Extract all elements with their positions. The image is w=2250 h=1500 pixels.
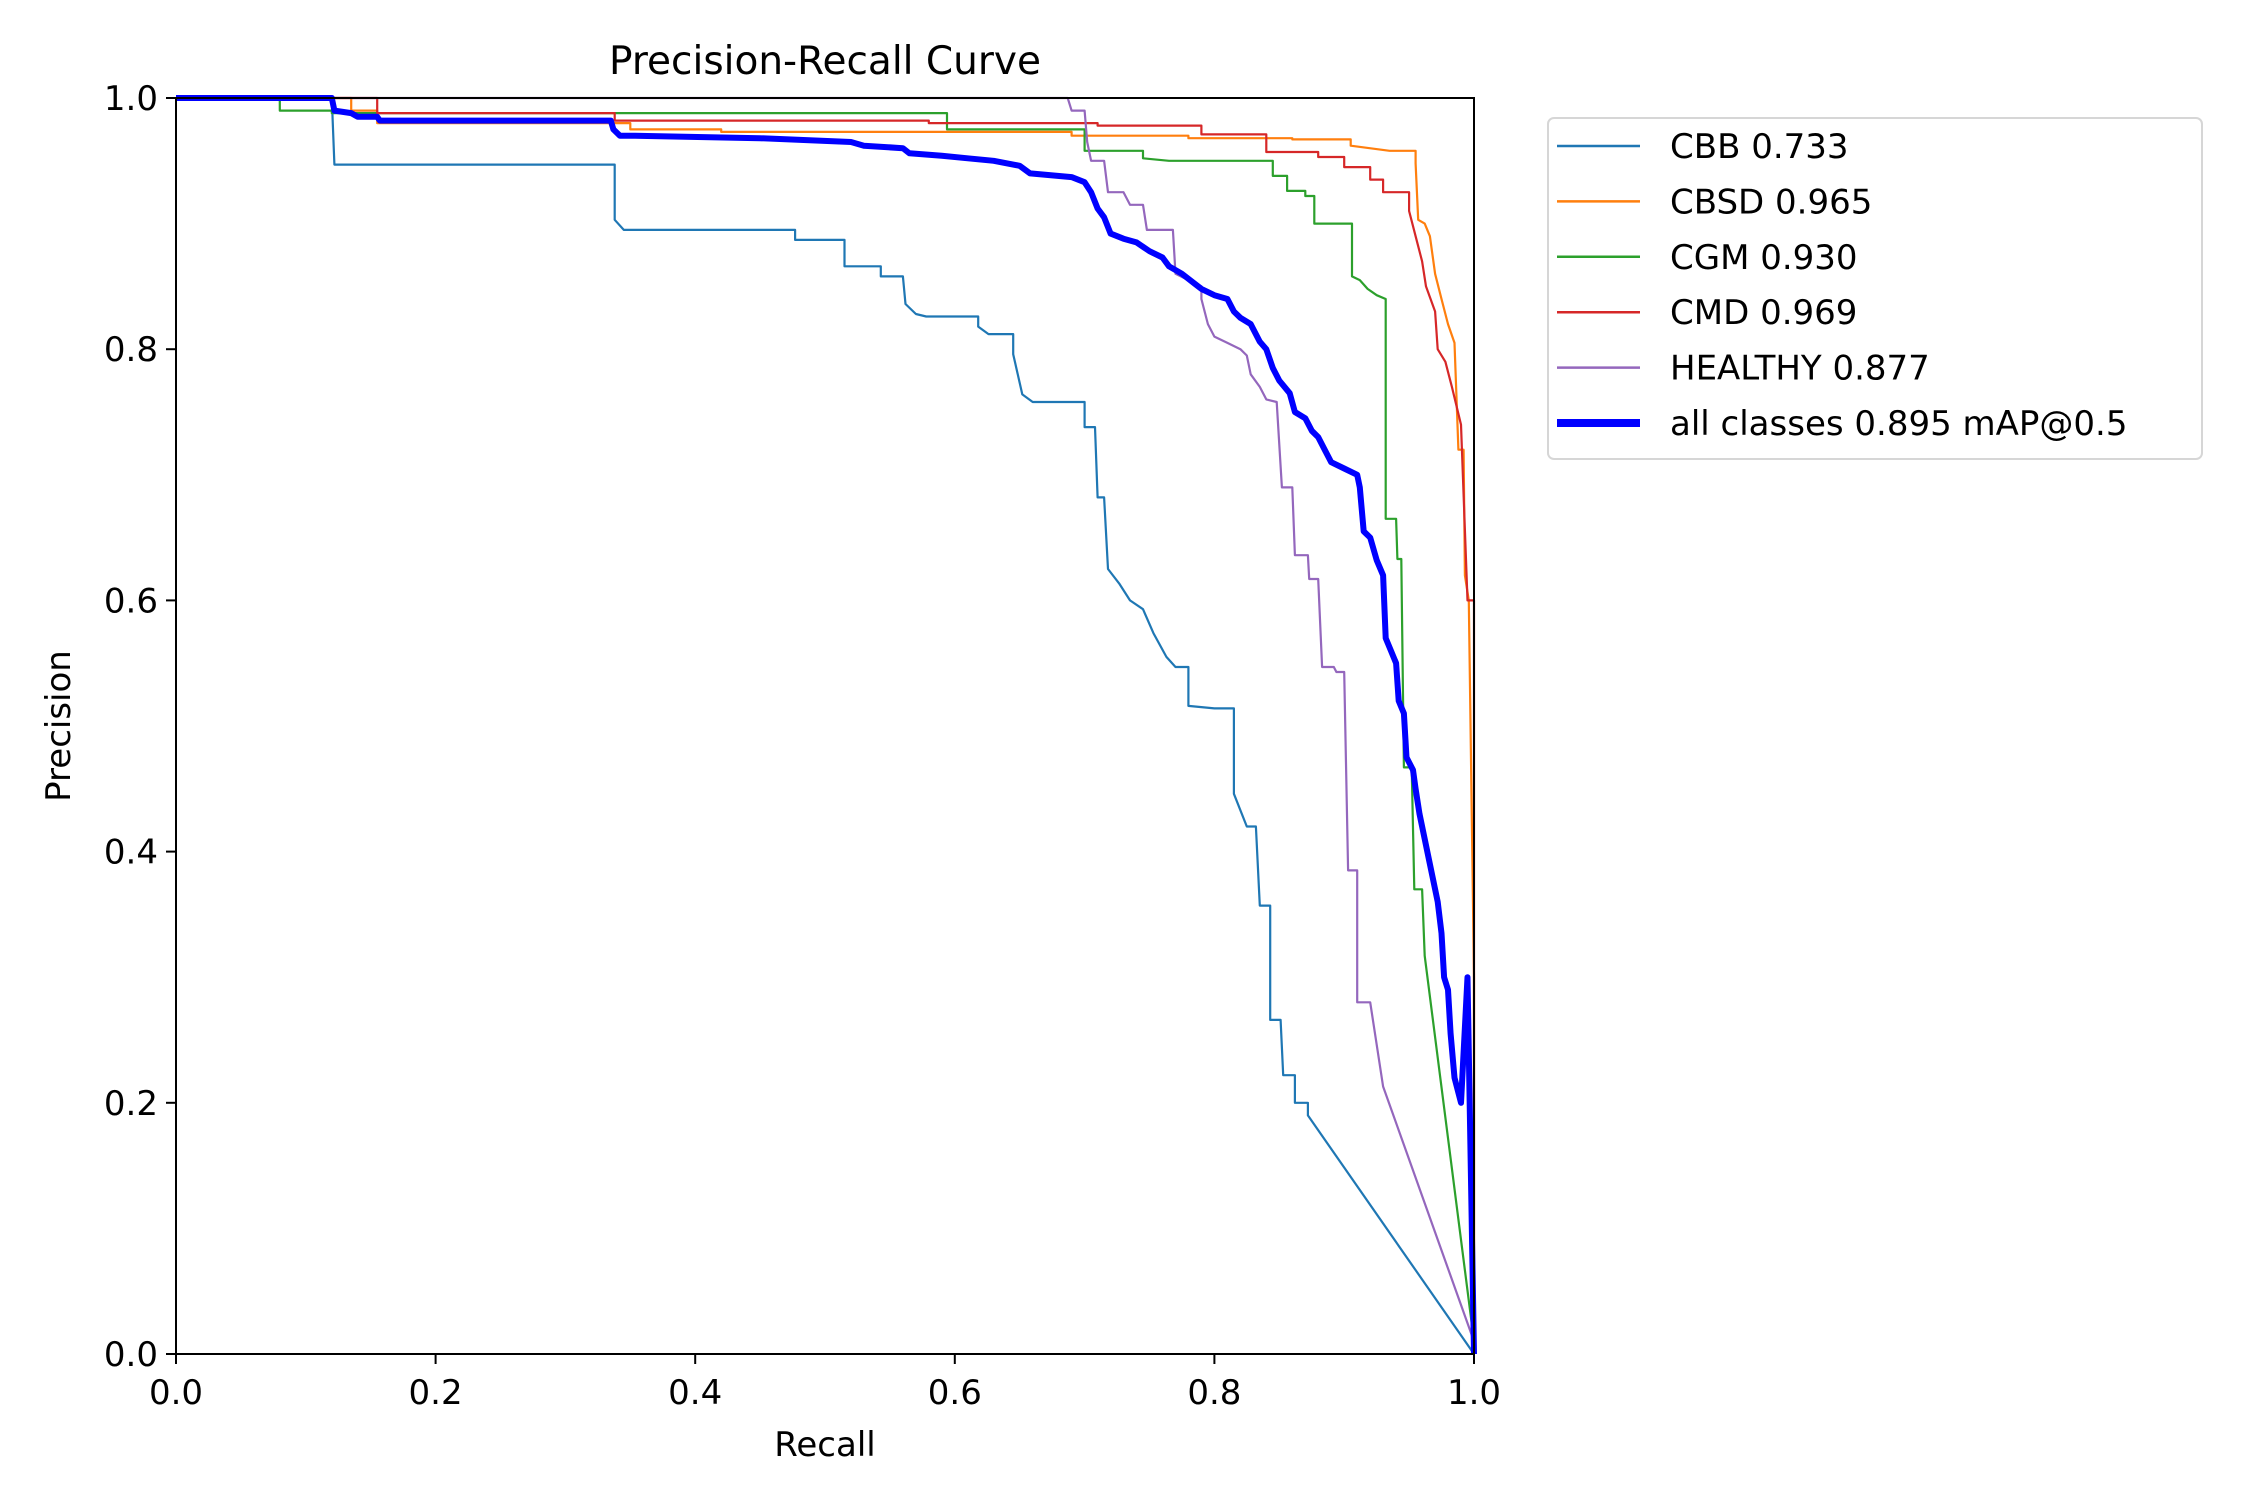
series-line-all-classes (176, 95, 1477, 1355)
legend-box (1547, 117, 2203, 460)
y-tick-label: 1.0 (104, 79, 158, 119)
legend-label: CGM 0.930 (1670, 238, 1858, 278)
legend-label: CMD 0.969 (1670, 293, 1857, 333)
y-axis-label: Precision (39, 650, 79, 802)
y-tick-label: 0.4 (104, 833, 158, 873)
x-tick-label: 0.6 (928, 1373, 982, 1413)
x-axis: 0.0 0.2 0.4 0.6 0.8 1.0 (149, 1354, 1501, 1413)
y-tick-label: 0.6 (104, 581, 158, 621)
series-line-cbsd (176, 96, 1476, 1354)
series-line-cbb (176, 96, 1475, 1355)
x-tick-label: 0.2 (409, 1373, 463, 1413)
x-tick-label: 0.8 (1187, 1373, 1241, 1413)
x-tick-label: 0.4 (668, 1373, 722, 1413)
x-axis-label: Recall (774, 1425, 875, 1465)
y-tick-label: 0.2 (104, 1084, 158, 1124)
series-line-cmd (176, 96, 1476, 1354)
chart-title: Precision-Recall Curve (609, 39, 1041, 84)
series-line-healthy (176, 96, 1476, 1342)
legend-label: all classes 0.895 mAP@0.5 (1670, 404, 2127, 444)
x-tick-label: 1.0 (1447, 1373, 1501, 1413)
y-tick-label: 0.0 (104, 1335, 158, 1375)
series-line-cgm (176, 96, 1476, 1342)
legend-label: CBB 0.733 (1670, 127, 1849, 167)
axes-frame (175, 97, 1475, 1355)
y-axis: 0.0 0.2 0.4 0.6 0.8 1.0 (104, 79, 176, 1375)
legend: CBB 0.733 CBSD 0.965 CGM 0.930 CMD 0.969 HEA… (1547, 117, 2203, 460)
y-tick-label: 0.8 (104, 330, 158, 370)
x-tick-label: 0.0 (149, 1373, 203, 1413)
legend-label: HEALTHY 0.877 (1670, 349, 1930, 389)
legend-label: CBSD 0.965 (1670, 182, 1872, 222)
plot-area (176, 95, 1477, 1355)
